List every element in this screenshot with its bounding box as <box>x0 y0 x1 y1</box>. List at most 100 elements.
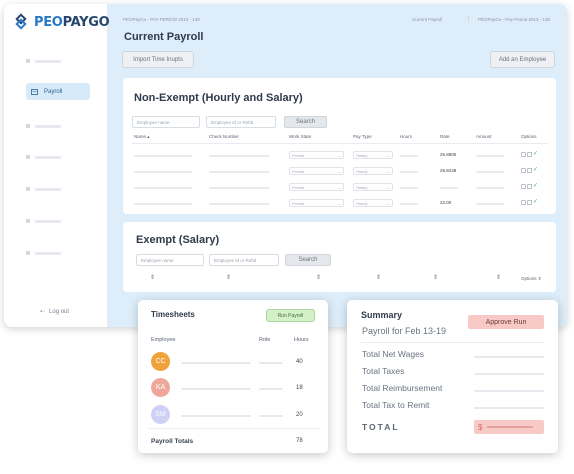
row-options[interactable]: ✓ <box>521 151 539 157</box>
copy-icon <box>527 184 532 189</box>
chevron-down-icon: ⌄ <box>386 152 390 158</box>
edit-icon <box>521 152 526 157</box>
avatar: KA <box>151 378 170 397</box>
topbar-period: PEOPayGo - Pay Period 2013 - 138 <box>478 17 551 22</box>
exempt-name-input[interactable]: Employee name <box>136 254 204 266</box>
payroll-totals-label: Payroll Totals <box>151 438 194 445</box>
col-options: Options <box>521 134 537 139</box>
logout-icon: ⇠ <box>40 309 46 315</box>
col-work-state: Work State <box>289 134 312 139</box>
exempt-title: Exempt (Salary) <box>136 234 220 246</box>
hours-value: 40 <box>296 359 303 365</box>
sort-up-icon: ▴ <box>147 134 150 139</box>
topbar-current-payroll[interactable]: Current Payroll <box>412 17 443 22</box>
logo-paygo: PAYGO <box>62 14 110 30</box>
exempt-search-button[interactable]: Search <box>285 254 331 266</box>
sort-icon[interactable]: ⇕ <box>376 275 382 281</box>
pay-type-select[interactable]: Salary ⌄ <box>353 151 393 159</box>
edit-icon <box>521 200 526 205</box>
import-time-inputs-button[interactable]: Import Time Inupts <box>122 51 194 68</box>
col-name[interactable]: Name ▴ <box>134 134 150 140</box>
timesheets-title: Timesheets <box>151 310 195 319</box>
logo-mark-icon <box>14 13 30 30</box>
sidebar-item-7[interactable] <box>26 251 61 255</box>
col-name-label: Name <box>134 134 147 139</box>
logo-peo: PEO <box>34 14 63 30</box>
copy-icon <box>527 168 532 173</box>
run-payroll-button[interactable]: Run Payroll <box>266 309 315 322</box>
sort-icon[interactable]: ⇕ <box>433 275 439 281</box>
summary-title: Summary <box>361 310 403 320</box>
total-tax-to-remit-label: Total Tax to Remit <box>362 400 430 410</box>
rate-value: 28.8438 <box>440 168 457 173</box>
check-icon: ✓ <box>533 199 539 205</box>
summary-card: Summary Approve Run Payroll for Feb 13-1… <box>347 300 558 453</box>
total-reimbursement-label: Total Reimbursement <box>362 383 443 393</box>
payroll-icon <box>31 88 38 95</box>
check-icon: ✓ <box>533 183 539 189</box>
sidebar-item-5[interactable] <box>26 187 61 191</box>
col-amount: Amount <box>476 134 492 139</box>
chevron-down-icon: ⌄ <box>386 168 390 174</box>
sidebar-item-1[interactable] <box>26 59 61 63</box>
chevron-down-icon: ⌄ <box>337 200 341 206</box>
divider <box>149 428 319 429</box>
pay-type-select[interactable]: Hourly ⌄ <box>353 199 393 207</box>
edit-icon <box>521 184 526 189</box>
sort-icon[interactable]: ⇕ <box>226 275 232 281</box>
row-options[interactable]: ✓ <box>521 183 539 189</box>
total-taxes-label: Total Taxes <box>362 366 405 376</box>
employee-name-input[interactable]: Employee name <box>132 116 200 128</box>
exempt-id-input[interactable]: Employee Id or RefId <box>209 254 279 266</box>
pay-type-select[interactable]: Salary ⌄ <box>353 183 393 191</box>
logout-label: Log out <box>49 308 70 315</box>
sidebar-item-payroll[interactable]: Payroll <box>26 83 90 100</box>
brand-logo: PEOPAYGO <box>14 13 110 30</box>
payroll-totals-value: 78 <box>296 438 303 444</box>
total-label: TOTAL <box>362 422 400 432</box>
employee-id-input[interactable]: Employee Id or RefId <box>206 116 276 128</box>
work-state-select[interactable]: Florida ⌄ <box>289 167 344 175</box>
logout-link[interactable]: ⇠ Log out <box>40 308 70 316</box>
row-options[interactable]: ✓ <box>521 167 539 173</box>
pay-type-select[interactable]: Hourly ⌄ <box>353 167 393 175</box>
chevron-down-icon: ⌄ <box>337 184 341 190</box>
col-hours: Hours <box>400 134 413 139</box>
divider <box>361 342 544 343</box>
work-state-select[interactable]: Florida ⌄ <box>289 151 344 159</box>
sidebar: PEOPAYGO Payroll ⇠ Log out <box>4 4 110 327</box>
sort-icon[interactable]: ⇕ <box>150 275 156 281</box>
hours-value: 20 <box>296 412 303 418</box>
exempt-col-options: Options ⇕ <box>521 276 542 281</box>
work-state-select[interactable]: Florida ⌄ <box>289 183 344 191</box>
avatar: SM <box>151 405 170 424</box>
chevron-down-icon: ⌄ <box>386 184 390 190</box>
row-options[interactable]: ✓ <box>521 199 539 205</box>
sidebar-item-3[interactable] <box>26 124 61 128</box>
non-exempt-card: Non-Exempt (Hourly and Salary) Employee … <box>123 78 556 214</box>
add-employee-button[interactable]: Add an Employee <box>490 51 555 68</box>
sort-icon: ⇕ <box>537 276 542 281</box>
exempt-card: Exempt (Salary) Employee name Employee I… <box>123 222 556 292</box>
chevron-down-icon: ⌄ <box>386 200 390 206</box>
work-state-select[interactable]: Florida ⌄ <box>289 199 344 207</box>
sort-icon[interactable]: ⇕ <box>316 275 322 281</box>
breadcrumb: PEOPayGo - PAY PERIOD 2013 - 138 <box>123 17 200 22</box>
check-icon: ✓ <box>533 151 539 157</box>
col-rate: Rate <box>440 134 450 139</box>
total-value-field: $ <box>474 420 544 434</box>
sidebar-item-4[interactable] <box>26 155 61 159</box>
page-title: Current Payroll <box>124 31 204 43</box>
search-button[interactable]: Search <box>284 116 327 128</box>
check-icon: ✓ <box>533 167 539 173</box>
rate-value: 22.00 <box>440 200 452 205</box>
table-divider <box>132 143 548 144</box>
sidebar-item-label: Payroll <box>44 88 63 95</box>
sort-icon[interactable]: ⇕ <box>496 275 502 281</box>
app-window: PEOPAYGO Payroll ⇠ Log out PEOPayGo - PA… <box>4 4 567 327</box>
topbar-separator: | <box>468 16 470 22</box>
copy-icon <box>527 152 532 157</box>
logo-text: PEOPAYGO <box>34 14 110 30</box>
sidebar-item-6[interactable] <box>26 219 61 223</box>
approve-run-button[interactable]: Approve Run <box>468 315 544 329</box>
